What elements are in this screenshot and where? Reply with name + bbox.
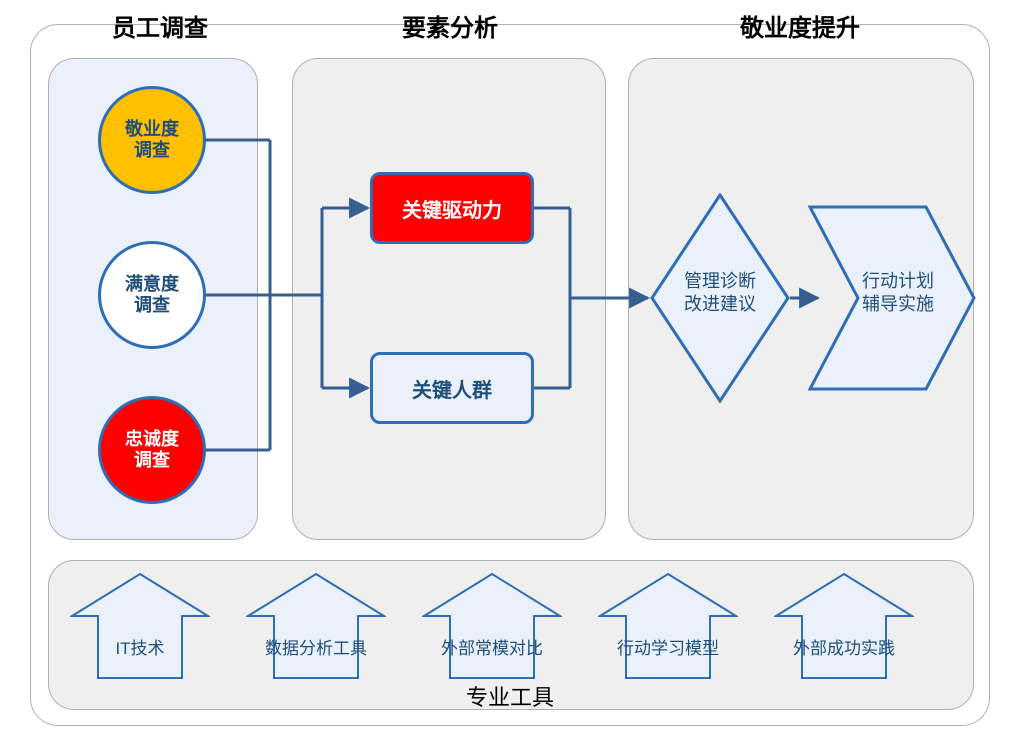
box-drivers-label: 关键驱动力 [402,194,502,223]
uarrow-3 [598,572,738,680]
diamond-label: 管理诊断改进建议 [650,270,790,317]
box-groups-label: 关键人群 [412,374,492,403]
uarrow-2 [422,572,562,680]
uarrow-4 [774,572,914,680]
circle-satisfaction: 满意度调查 [98,241,206,349]
circle-satisfaction-label: 满意度调查 [125,274,179,315]
uarrow-2-label: 外部常模对比 [422,634,562,659]
panel-analysis [292,58,606,540]
chevron-label: 行动计划辅导实施 [838,270,958,317]
uarrow-1-label: 数据分析工具 [246,634,386,659]
uarrow-3-label: 行动学习模型 [598,634,738,659]
box-groups: 关键人群 [370,352,534,424]
circle-engagement-label: 敬业度调查 [125,119,179,160]
uarrow-4-label: 外部成功实践 [774,634,914,659]
uarrow-0 [70,572,210,680]
title-improve: 敬业度提升 [700,8,900,43]
circle-engagement: 敬业度调查 [98,86,206,194]
title-survey: 员工调查 [80,8,240,43]
uarrow-0-label: IT技术 [70,634,210,659]
tools-title: 专业工具 [48,680,972,712]
title-analysis: 要素分析 [370,8,530,43]
circle-loyalty-label: 忠诚度调查 [125,429,179,470]
circle-loyalty: 忠诚度调查 [98,396,206,504]
box-drivers: 关键驱动力 [370,172,534,244]
uarrow-1 [246,572,386,680]
